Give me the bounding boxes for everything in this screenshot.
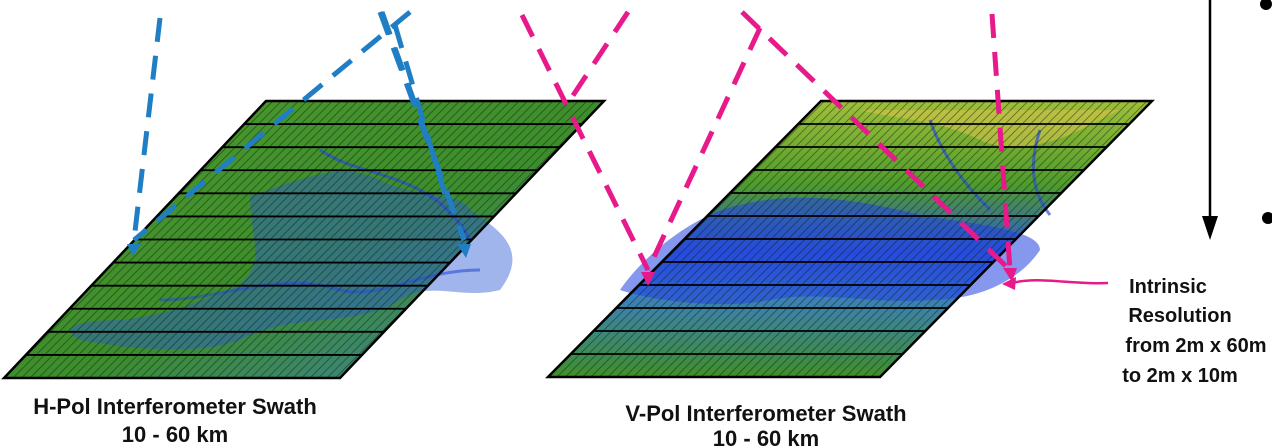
pointer-arrowhead: [1002, 277, 1016, 290]
h-pol-title: H-Pol Interferometer Swath: [33, 394, 317, 419]
h-pol-swath: [1, 99, 607, 380]
h-pol-range: 10 - 60 km: [122, 422, 228, 447]
v-pol-swath: [545, 99, 1155, 379]
h-swath-outline: [1, 99, 607, 380]
v-swath-outline: [545, 99, 1155, 379]
annotation-line-4: to 2m x 10m: [1122, 365, 1238, 387]
resolution-annotation: Intrinsic Resolution from 2m x 60m to 2m…: [1122, 276, 1266, 387]
h-swath-scanlines: [25, 123, 582, 356]
v-pol-range: 10 - 60 km: [713, 426, 819, 448]
annotation-line-2: Resolution: [1128, 305, 1231, 327]
down-arrow: [1202, 0, 1218, 240]
h-beam-arrowheads: [127, 244, 471, 258]
v-pol-beams: [519, 10, 1013, 272]
v-beam-arrowheads: [641, 268, 1017, 286]
resolution-pointer: [1011, 279, 1109, 285]
bullet-dot: [1262, 212, 1272, 224]
annotation-line-1: Intrinsic: [1129, 276, 1207, 298]
annotation-line-3: from 2m x 60m: [1125, 335, 1266, 357]
v-pol-title: V-Pol Interferometer Swath: [625, 401, 906, 426]
v-swath-scanlines: [570, 123, 1130, 355]
bullet-dot-top: [1260, 0, 1272, 10]
h-pol-beams: [131, 10, 467, 242]
